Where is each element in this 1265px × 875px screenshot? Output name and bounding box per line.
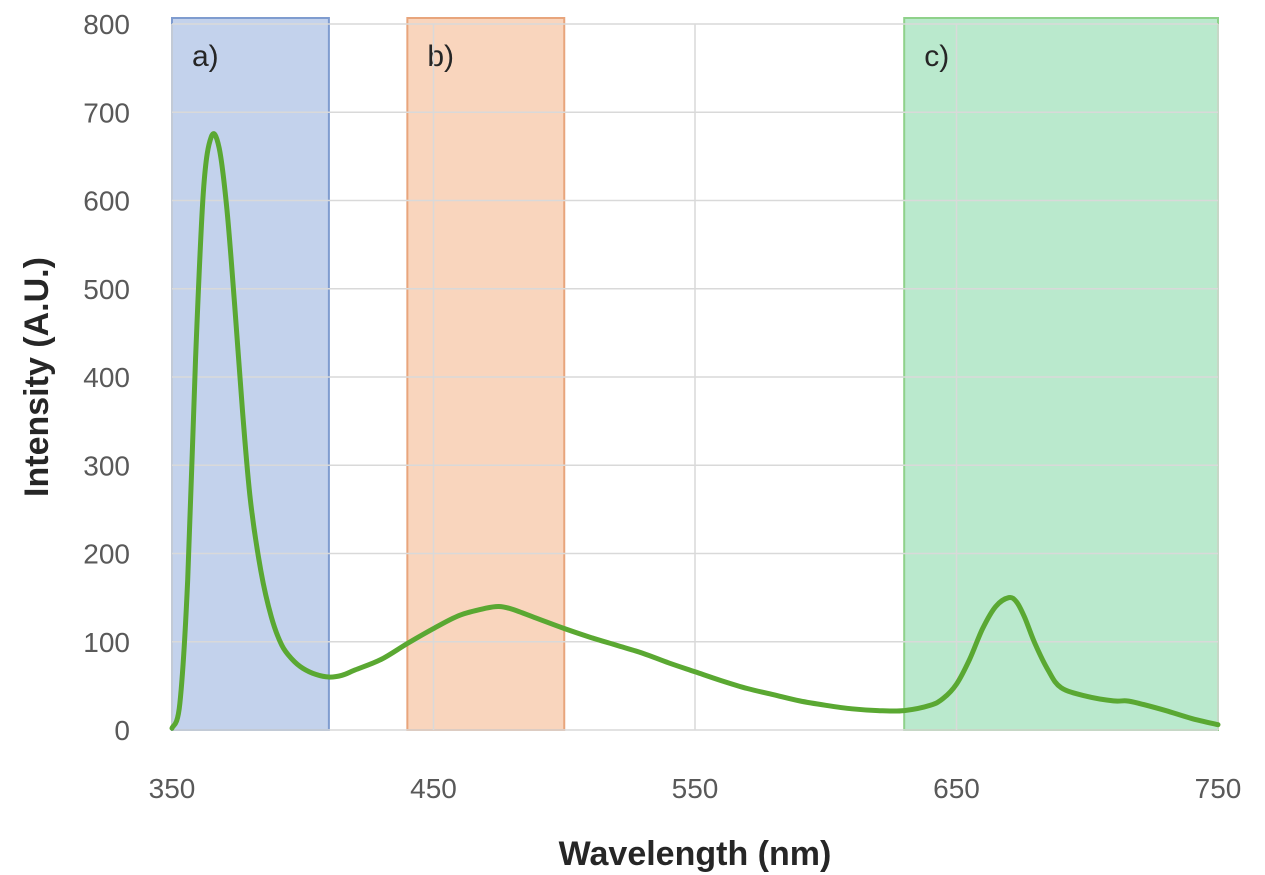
- band-1-label: a): [192, 40, 219, 73]
- y-tick-label: 700: [83, 97, 130, 128]
- y-tick-label: 100: [83, 627, 130, 658]
- x-tick-label: 450: [410, 773, 457, 804]
- y-tick-label: 0: [114, 715, 130, 746]
- y-tick-label: 400: [83, 362, 130, 393]
- x-tick-label: 550: [672, 773, 719, 804]
- x-tick-label: 750: [1195, 773, 1242, 804]
- y-axis-ticks: 0 100 200 300 400 500 600 700 800: [83, 9, 130, 746]
- gridlines: [171, 23, 1219, 731]
- y-axis-title: Intensity (A.U.): [18, 257, 56, 497]
- band-3-rect: [903, 17, 1219, 731]
- x-tick-label: 350: [149, 773, 196, 804]
- series-line-1: [169, 131, 1221, 731]
- y-tick-label: 300: [83, 450, 130, 481]
- x-axis-ticks: 350 450 550 650 750: [149, 773, 1242, 804]
- y-tick-label: 500: [83, 274, 130, 305]
- y-tick-label: 800: [83, 9, 130, 40]
- band-1-rect: [171, 17, 330, 731]
- x-axis-title: Wavelength (nm): [559, 835, 832, 873]
- band-2-label: b): [427, 40, 454, 73]
- x-tick-label: 650: [933, 773, 980, 804]
- y-tick-label: 200: [83, 539, 130, 570]
- y-tick-label: 600: [83, 186, 130, 217]
- series-layer: [169, 131, 1221, 731]
- band-2-rect: [406, 17, 566, 731]
- band-3-label: c): [924, 40, 949, 73]
